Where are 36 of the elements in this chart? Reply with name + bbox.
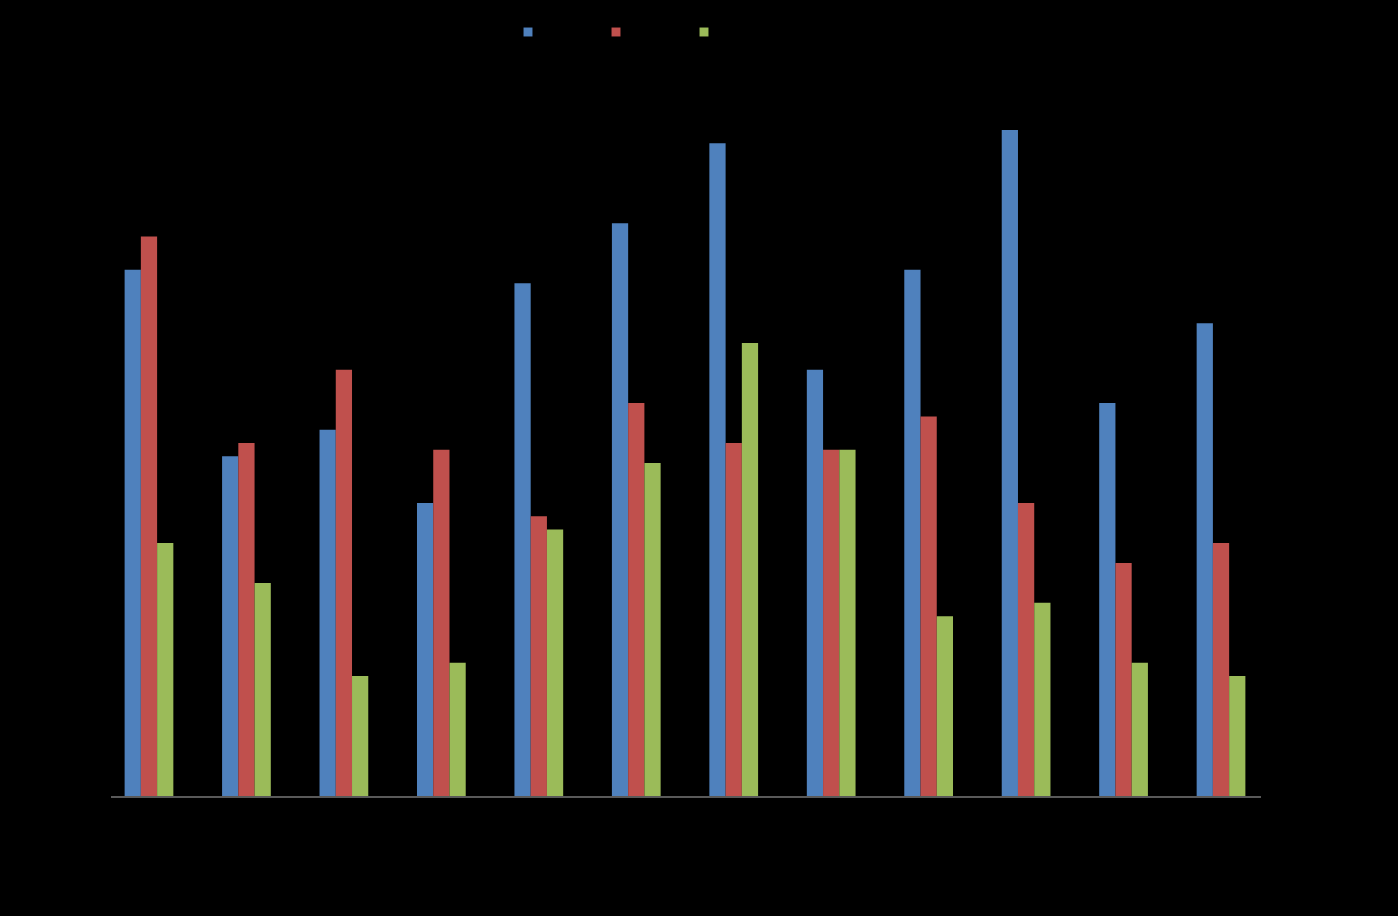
bar xyxy=(725,443,742,796)
bar xyxy=(1017,502,1035,796)
bar xyxy=(254,582,271,796)
bar xyxy=(433,449,450,796)
bar xyxy=(1099,403,1116,796)
bar xyxy=(1229,676,1246,796)
bar xyxy=(319,429,336,796)
bar xyxy=(530,516,547,796)
bar xyxy=(709,143,726,796)
bar xyxy=(157,542,174,796)
bar xyxy=(741,343,759,796)
bar xyxy=(416,502,434,796)
bar xyxy=(644,463,661,796)
bar xyxy=(611,223,629,796)
bar xyxy=(140,236,158,796)
bar xyxy=(839,449,856,796)
bar xyxy=(222,456,239,796)
bar xyxy=(823,449,840,796)
bar xyxy=(1212,542,1230,796)
bar xyxy=(628,403,645,796)
bar xyxy=(1196,323,1213,796)
bar xyxy=(514,283,531,796)
bar xyxy=(238,443,255,796)
bar xyxy=(352,676,369,796)
bar xyxy=(936,616,954,796)
bar xyxy=(335,369,353,796)
bar xyxy=(1001,130,1018,796)
bar xyxy=(1115,562,1132,796)
bar xyxy=(904,269,921,796)
bar xyxy=(806,369,824,796)
bar xyxy=(546,529,564,796)
bar xyxy=(1131,662,1148,796)
bar xyxy=(124,269,141,796)
bar xyxy=(1034,602,1051,796)
bar xyxy=(449,662,466,796)
bar xyxy=(920,416,937,796)
